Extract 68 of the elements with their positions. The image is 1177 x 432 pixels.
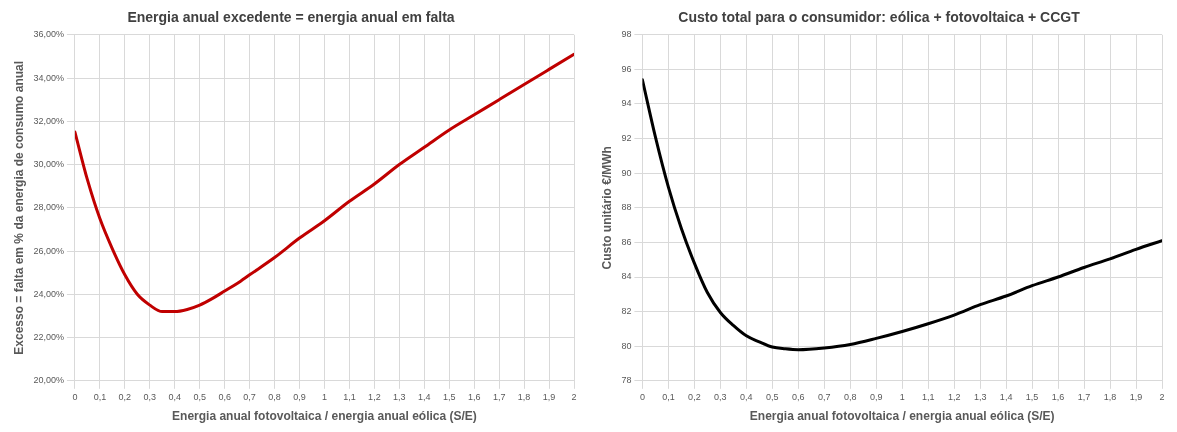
x-tick-label: 0,2 (688, 391, 701, 402)
y-tick-label: 78 (621, 375, 632, 386)
y-tick-label: 20,00% (33, 375, 64, 386)
x-tick-label: 0,6 (218, 391, 231, 402)
x-tick-label: 0 (639, 391, 645, 402)
y-tick-label: 94 (621, 98, 632, 109)
y-tick-label: 92 (621, 133, 632, 144)
x-tick-label: 1,4 (418, 391, 431, 402)
x-tick-label: 1 (899, 391, 905, 402)
x-tick-label: 0 (72, 391, 78, 402)
x-tick-label: 1,7 (1077, 391, 1091, 402)
y-tick-label: 28,00% (33, 202, 64, 213)
x-tick-label: 1,8 (1103, 391, 1117, 402)
x-tick-label: 0,9 (293, 391, 306, 402)
x-tick-label: 1,3 (393, 391, 406, 402)
x-tick-label: 1,8 (517, 391, 531, 402)
x-tick-label: 0,1 (93, 391, 107, 402)
y-axis-title: Custo unitário €/MWh (599, 146, 614, 270)
x-tick-label: 1,7 (492, 391, 506, 402)
x-tick-label: 1,9 (1129, 391, 1143, 402)
y-tick-label: 90 (621, 167, 632, 178)
y-tick-label: 24,00% (33, 288, 64, 299)
x-tick-label: 1,1 (343, 391, 356, 402)
x-tick-label: 1,2 (368, 391, 381, 402)
x-tick-label: 1 (321, 391, 327, 402)
x-tick-label: 0,2 (118, 391, 132, 402)
y-tick-label: 22,00% (33, 332, 64, 343)
x-tick-label: 1,1 (921, 391, 935, 402)
y-tick-label: 36,00% (33, 29, 64, 40)
y-tick-label: 88 (621, 202, 632, 213)
y-tick-label: 86 (621, 236, 632, 247)
y-tick-label: 96 (621, 63, 632, 74)
y-tick-label: 32,00% (33, 115, 64, 126)
x-tick-label: 1,5 (442, 391, 456, 402)
x-tick-label: 0,4 (740, 391, 753, 402)
y-tick-label: 98 (621, 29, 632, 40)
x-tick-label: 0,8 (843, 391, 857, 402)
x-tick-label: 1,2 (947, 391, 961, 402)
x-tick-label: 1,3 (973, 391, 987, 402)
x-tick-label: 1,5 (1025, 391, 1039, 402)
x-tick-label: 0,6 (792, 391, 805, 402)
x-tick-label: 2 (1159, 391, 1165, 402)
x-tick-label: 0,8 (268, 391, 281, 402)
chart-title: Energia anual excedente = energia anual em falta (127, 9, 455, 26)
y-tick-label: 82 (621, 306, 632, 317)
chart-title: Custo total para o consumidor: eólica + fotovoltaica + CCGT (678, 9, 1081, 26)
x-tick-label: 0,7 (243, 391, 256, 402)
x-tick-label: 0,5 (766, 391, 779, 402)
x-tick-label: 0,3 (143, 391, 157, 402)
x-tick-label: 2 (571, 391, 577, 402)
y-tick-label: 30,00% (33, 159, 64, 170)
y-axis-title: Excesso = falta em % da energia de consumo anual (11, 60, 26, 355)
x-axis-title: Energia anual fotovoltaica / energia anual eólica (S/E) (172, 409, 477, 424)
x-tick-label: 0,5 (193, 391, 206, 402)
x-tick-label: 0,9 (869, 391, 883, 402)
y-tick-label: 84 (621, 271, 632, 282)
x-tick-label: 1,4 (999, 391, 1013, 402)
x-axis-title: Energia anual fotovoltaica / energia anual eólica (S/E) (749, 409, 1055, 424)
y-tick-label: 26,00% (33, 245, 64, 256)
y-tick-label: 80 (621, 340, 632, 351)
x-tick-label: 0,4 (168, 391, 181, 402)
y-tick-label: 34,00% (33, 72, 64, 83)
x-tick-label: 1,9 (542, 391, 556, 402)
x-tick-label: 0,1 (662, 391, 675, 402)
x-tick-label: 1,6 (467, 391, 481, 402)
x-tick-label: 0,3 (714, 391, 727, 402)
x-tick-label: 0,7 (818, 391, 831, 402)
x-tick-label: 1,6 (1051, 391, 1065, 402)
